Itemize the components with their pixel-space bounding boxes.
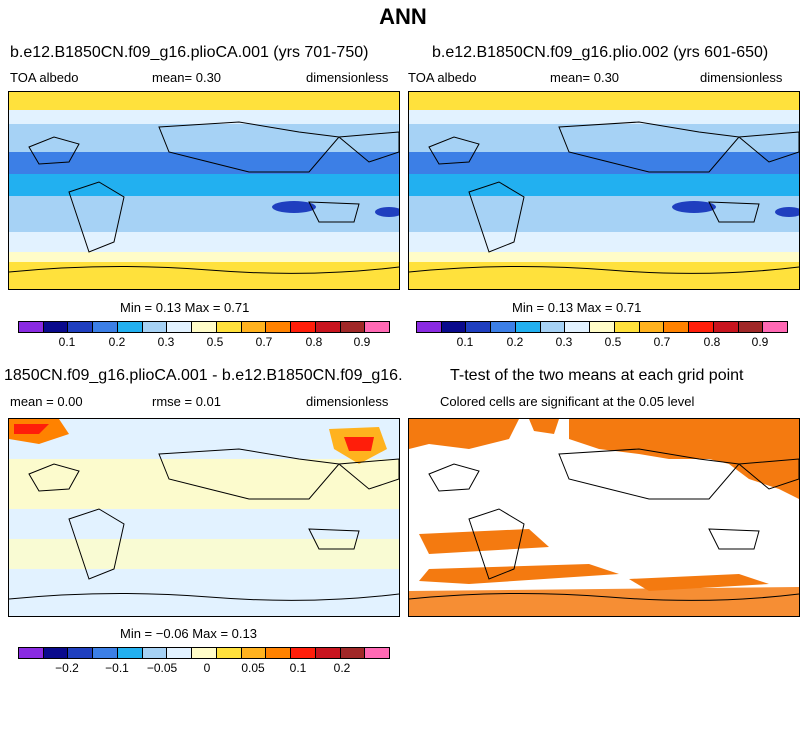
panel-1-mean-label: mean= 0.30: [152, 70, 222, 85]
panel-3-colorbar: [18, 647, 390, 659]
panel-3-colorbar-tick: 0: [203, 661, 211, 675]
panel-1-colorbar-tick: 0.2: [108, 335, 126, 349]
panel-3-mean-label: mean = 0.00: [10, 394, 83, 409]
panel-2-min-max: Min = 0.13 Max = 0.71: [512, 300, 642, 315]
panel-1-colorbar-tick: 0.9: [353, 335, 371, 349]
panel-2-colorbar: [416, 321, 788, 333]
panel-1-colorbar: [18, 321, 390, 333]
panel-1-min-max: Min = 0.13 Max = 0.71: [120, 300, 250, 315]
panel-1-title: b.e12.B1850CN.f09_g16.plioCA.001 (yrs 70…: [10, 44, 369, 61]
panel-4-title: T-test of the two means at each grid poi…: [450, 367, 744, 384]
panel-2-units-label: dimensionless: [700, 70, 783, 85]
panel-3-colorbar-tick: −0.05: [146, 661, 178, 675]
panel-2-colorbar-tick: 0.3: [555, 335, 573, 349]
panel-2-colorbar-tick: 0.2: [506, 335, 524, 349]
panel-3-colorbar-tick: −0.1: [105, 661, 129, 675]
panel-3-map: [8, 418, 400, 617]
panel-3-units-label: dimensionless: [306, 394, 389, 409]
panel-2-colorbar-tick: 0.9: [751, 335, 769, 349]
panel-2-map: [408, 91, 800, 290]
panel-1-colorbar-tick: 0.3: [157, 335, 175, 349]
panel-2-title: b.e12.B1850CN.f09_g16.plio.002 (yrs 601-…: [432, 44, 769, 61]
panel-2-variable-label: TOA albedo: [408, 70, 477, 85]
panel-1-colorbar-tick: 0.1: [58, 335, 76, 349]
panel-1-variable-label: TOA albedo: [10, 70, 79, 85]
panel-3-rmse-label: rmse = 0.01: [152, 394, 222, 409]
panel-2-colorbar-tick: 0.5: [604, 335, 622, 349]
panel-2-mean-label: mean= 0.30: [550, 70, 620, 85]
panel-2-colorbar-tick: 0.8: [703, 335, 721, 349]
panel-2-colorbar-tick: 0.1: [456, 335, 474, 349]
panel-2-colorbar-tick: 0.7: [653, 335, 671, 349]
panel-1-colorbar-tick: 0.7: [255, 335, 273, 349]
panel-4-subtitle: Colored cells are significant at the 0.0…: [440, 394, 695, 409]
panel-3-min-max: Min = −0.06 Max = 0.13: [120, 626, 257, 641]
panel-4-map: [408, 418, 800, 617]
panel-1-colorbar-tick: 0.5: [206, 335, 224, 349]
panel-3-colorbar-tick: 0.1: [289, 661, 307, 675]
panel-1-map: [8, 91, 400, 290]
panel-3-colorbar-tick: 0.05: [241, 661, 265, 675]
panel-1-colorbar-tick: 0.8: [305, 335, 323, 349]
panel-3-title: 1850CN.f09_g16.plioCA.001 - b.e12.B1850C…: [4, 367, 402, 384]
panel-1-units-label: dimensionless: [306, 70, 389, 85]
panel-3-colorbar-tick: 0.2: [333, 661, 351, 675]
panel-3-colorbar-tick: −0.2: [55, 661, 79, 675]
figure-title: ANN: [379, 4, 427, 29]
